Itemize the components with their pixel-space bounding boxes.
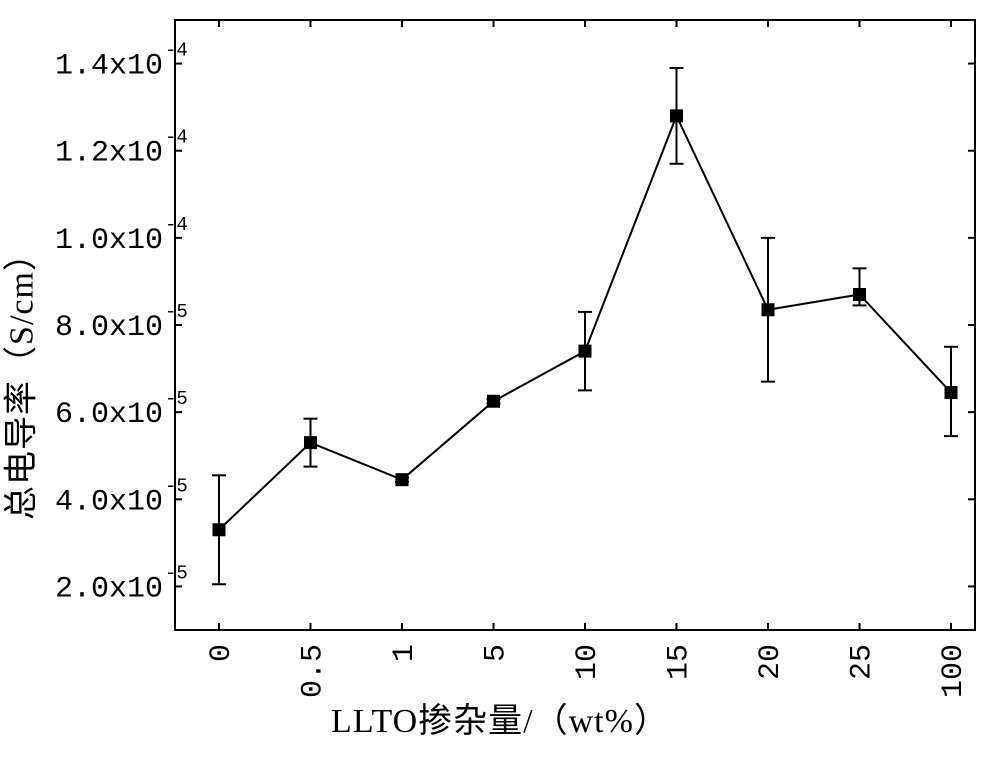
plot-frame (175, 20, 975, 630)
data-marker (854, 289, 866, 301)
y-tick-exponent: -5 (165, 388, 188, 410)
y-tick-exponent: -4 (165, 214, 188, 236)
y-tick-label: 8.0x10 (55, 311, 163, 345)
x-tick-label: 0.5 (297, 644, 331, 698)
y-tick-label: 1.0x10 (55, 224, 163, 258)
chart-svg: 2.0x10-54.0x10-56.0x10-58.0x10-51.0x10-4… (0, 0, 1000, 756)
x-tick-label: 20 (754, 644, 788, 680)
x-tick-label: 5 (480, 644, 514, 662)
conductivity-chart: 2.0x10-54.0x10-56.0x10-58.0x10-51.0x10-4… (0, 0, 1000, 756)
y-tick-label: 2.0x10 (55, 572, 163, 606)
x-tick-label: 1 (388, 644, 422, 662)
data-marker (671, 110, 683, 122)
data-marker (762, 304, 774, 316)
data-marker (396, 474, 408, 486)
x-axis-label: LLTO掺杂量/（wt%） (331, 693, 669, 742)
y-axis-label: 总电导率（S/cm） (0, 236, 43, 520)
y-tick-label: 4.0x10 (55, 485, 163, 519)
y-tick-exponent: -4 (165, 127, 188, 149)
y-tick-exponent: -4 (165, 40, 188, 62)
y-tick-exponent: -5 (165, 301, 188, 323)
y-tick-label: 1.4x10 (55, 50, 163, 84)
y-tick-exponent: -5 (165, 562, 188, 584)
data-marker (305, 437, 317, 449)
x-tick-label: 25 (846, 644, 880, 680)
x-tick-label: 10 (571, 644, 605, 680)
data-marker (945, 387, 957, 399)
x-tick-label: 100 (937, 644, 971, 698)
y-tick-exponent: -5 (165, 475, 188, 497)
data-marker (488, 395, 500, 407)
x-tick-label: 0 (205, 644, 239, 662)
x-tick-label: 15 (663, 644, 697, 680)
y-tick-label: 6.0x10 (55, 398, 163, 432)
data-marker (579, 345, 591, 357)
data-marker (213, 524, 225, 536)
y-tick-label: 1.2x10 (55, 137, 163, 171)
